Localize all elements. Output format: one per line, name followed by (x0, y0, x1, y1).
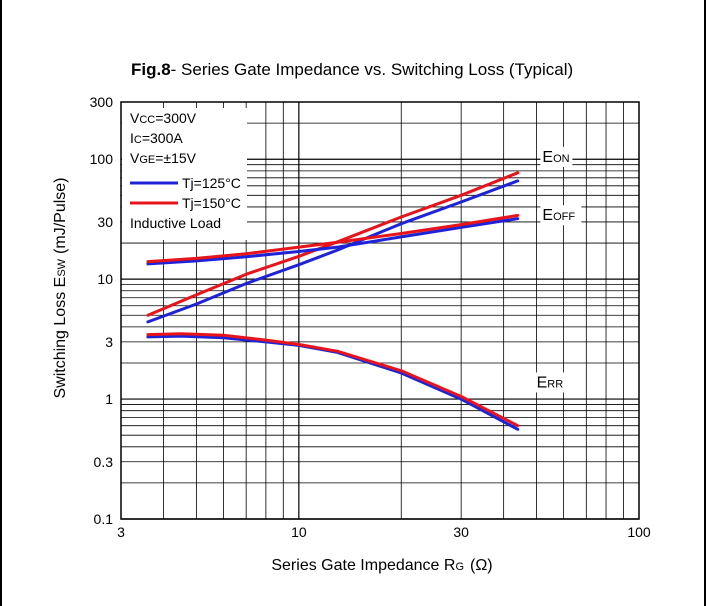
legend-label-150: Tj=150°C (182, 195, 241, 211)
curve-label-bg (540, 205, 582, 226)
conditions-box: VCC=300V IC=300A VGE=±15V Tj=125°C Tj=15… (122, 108, 247, 240)
y-tick-label: 0.1 (94, 511, 114, 527)
curve-label-bg (534, 372, 567, 393)
conditions-background (122, 108, 247, 240)
x-tick-label: 100 (627, 524, 651, 540)
title-bold: Fig.8 (131, 60, 171, 79)
series-line-err-150 (146, 332, 520, 428)
x-tick-label: 10 (291, 524, 307, 540)
y-tick-label: 0.3 (94, 454, 114, 470)
y-axis-label: Switching Loss ESW(mJ/Pulse) (52, 177, 69, 398)
curve-label-bg (540, 146, 573, 167)
y-tick-label: 3 (105, 334, 113, 350)
y-tick-labels: 300 100 30 10 3 1 0.3 0.1 (90, 94, 114, 527)
chart-title: Fig.8- Series Gate Impedance vs. Switchi… (131, 60, 573, 79)
x-tick-label: 30 (453, 524, 469, 540)
curve-labels: EON EOFF ERR (534, 146, 582, 393)
series-line-eon-125 (146, 179, 520, 324)
condition-vge: VGE=±15V (130, 150, 197, 166)
y-tick-label: 1 (105, 391, 113, 407)
plot-border (120, 101, 640, 520)
series-line-eoff-125 (146, 217, 520, 266)
y-tick-label: 10 (97, 271, 113, 287)
x-tick-labels: 3 10 30 100 (117, 524, 651, 540)
y-tick-label: 30 (97, 214, 113, 230)
series-lines (146, 171, 520, 431)
curve-label-on: EON (542, 149, 569, 166)
y-tick-label: 300 (90, 94, 114, 110)
curve-label-off: EOFF (542, 207, 575, 224)
legend-label-125: Tj=125°C (182, 175, 241, 191)
x-tick-label: 3 (117, 524, 125, 540)
series-line-eoff-150 (146, 213, 520, 264)
x-axis-label: Series Gate Impedance RG (Ω) (271, 557, 492, 574)
condition-ic: IC=300A (130, 130, 183, 146)
condition-vcc: VCC=300V (130, 110, 197, 126)
title-rest: - Series Gate Impedance vs. Switching Lo… (171, 60, 574, 79)
load-note: Inductive Load (130, 215, 221, 231)
y-tick-label: 100 (90, 151, 114, 167)
curve-label-rr: ERR (537, 374, 564, 391)
